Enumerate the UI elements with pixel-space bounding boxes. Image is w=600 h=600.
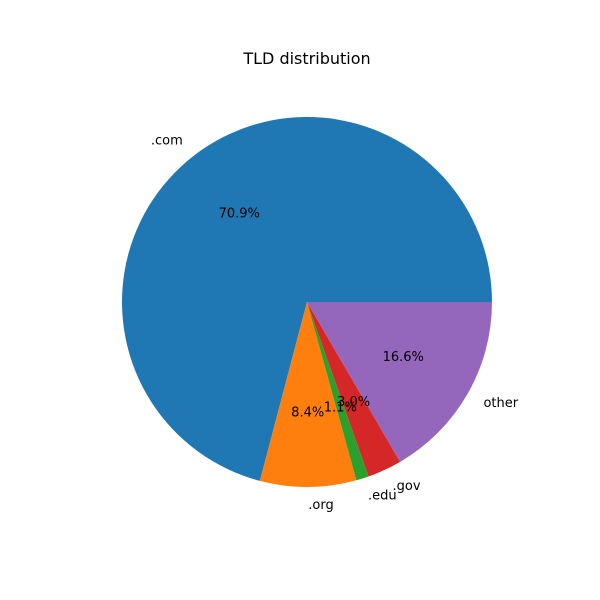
pie-labels: .com 70.9% .org 8.4% .edu 1.1% .gov 3.0% other 16…: [151, 133, 519, 513]
pie-slice-org: [259, 302, 357, 488]
percent-label-com: 70.9%: [219, 207, 260, 222]
slice-label-gov: .gov: [392, 479, 420, 494]
percent-label-gov: 3.0%: [337, 395, 370, 410]
pie-slice-com: [122, 117, 492, 481]
pie-slice-gov: [307, 302, 401, 477]
chart-title: TLD distribution: [242, 49, 370, 68]
percent-label-org: 8.4%: [291, 406, 324, 421]
percent-label-other: 16.6%: [383, 350, 424, 365]
pie-slice-edu: [307, 302, 369, 481]
pie-slices: [122, 117, 492, 488]
percent-label-edu: 1.1%: [324, 400, 357, 415]
slice-label-org: .org: [308, 498, 333, 513]
slice-label-other: other: [483, 396, 518, 411]
pie-slice-other: [307, 302, 492, 462]
slice-label-edu: .edu: [368, 489, 397, 504]
slice-label-com: .com: [151, 133, 183, 148]
